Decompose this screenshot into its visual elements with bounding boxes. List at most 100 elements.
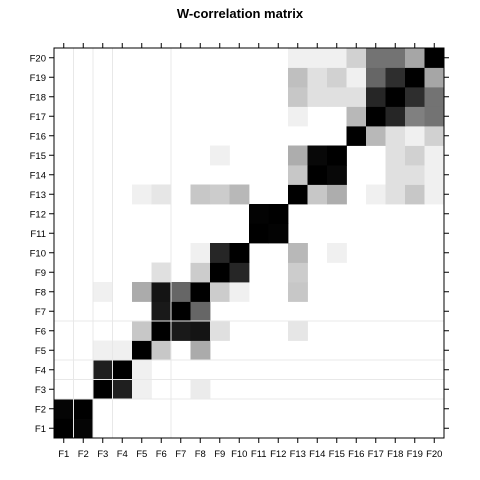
y-tick-label-f9: F9: [35, 268, 46, 279]
cell-f14-f13: [288, 165, 308, 185]
cell-f13-f6: [151, 184, 172, 205]
cell-f11-f12: [268, 223, 289, 244]
cell-f5-f8: [190, 340, 211, 361]
cell-f18-f16: [346, 87, 367, 107]
cell-f6-f5: [132, 321, 152, 341]
cell-f4-f4: [112, 360, 133, 380]
cell-f13-f15: [327, 184, 347, 205]
cell-f19-f18: [385, 67, 406, 88]
plot-frame: [53, 47, 445, 439]
y-axis-labels: F1 F2 F3 F4 F5 F6 F7 F8 F9 F10 F11 F12 F13 F14 F15 F16 F…: [30, 53, 46, 435]
x-tick-label-f18: F18: [387, 449, 403, 460]
cell-f19-f19: [405, 67, 425, 88]
y-tick-label-f14: F14: [30, 170, 46, 181]
cell-f20-f18: [385, 48, 406, 68]
x-tick-label-f13: F13: [290, 449, 306, 460]
cell-f3-f3: [93, 379, 113, 400]
y-tick-label-f1: F1: [35, 424, 46, 435]
cell-f18-f18: [385, 87, 406, 107]
x-tick-label-f2: F2: [78, 449, 89, 460]
cell-f16-f16: [346, 126, 367, 146]
cell-f15-f20: [424, 145, 445, 166]
cell-f10-f10: [229, 243, 250, 263]
cell-f6-f9: [210, 321, 230, 341]
cell-f14-f20: [424, 165, 445, 185]
cell-f8-f6: [151, 282, 172, 302]
cell-f17-f13: [288, 106, 308, 127]
cell-f17-f18: [385, 106, 406, 127]
x-tick-label-f17: F17: [368, 449, 384, 460]
cell-f7-f7: [171, 301, 191, 322]
y-tick-label-f3: F3: [35, 385, 46, 396]
cell-f11-f11: [249, 223, 269, 244]
cell-f8-f9: [210, 282, 230, 302]
cell-f8-f3: [93, 282, 113, 302]
cell-f9-f6: [151, 262, 172, 283]
cell-f15-f13: [288, 145, 308, 166]
cell-f13-f13: [288, 184, 308, 205]
x-tick-label-f11: F11: [251, 449, 267, 460]
y-tick-label-f11: F11: [30, 229, 46, 240]
axis-ticks: [49, 43, 449, 443]
cell-f13-f14: [307, 184, 328, 205]
cell-f17-f20: [424, 106, 445, 127]
cell-f4-f5: [132, 360, 152, 380]
cell-f7-f8: [190, 301, 211, 322]
x-tick-label-f14: F14: [309, 449, 325, 460]
cell-f20-f20: [424, 48, 445, 68]
cell-f17-f17: [366, 106, 386, 127]
cell-f12-f11: [249, 204, 269, 224]
cell-f16-f18: [385, 126, 406, 146]
y-tick-label-f4: F4: [35, 365, 46, 376]
cell-f2-f1: [54, 399, 74, 419]
cell-f19-f14: [307, 67, 328, 88]
cell-f20-f17: [366, 48, 386, 68]
cell-f16-f20: [424, 126, 445, 146]
cell-f8-f8: [190, 282, 211, 302]
cell-f13-f18: [385, 184, 406, 205]
x-tick-label-f9: F9: [214, 449, 225, 460]
cell-f10-f8: [190, 243, 211, 263]
cell-f3-f8: [190, 379, 211, 400]
cell-f1-f2: [73, 418, 94, 439]
cell-f14-f19: [405, 165, 425, 185]
y-tick-label-f17: F17: [30, 112, 46, 123]
cell-f5-f6: [151, 340, 172, 361]
y-tick-label-f16: F16: [30, 131, 46, 142]
cell-f13-f9: [210, 184, 230, 205]
y-tick-label-f2: F2: [35, 404, 46, 415]
cell-f9-f13: [288, 262, 308, 283]
cell-f9-f10: [229, 262, 250, 283]
cell-f18-f14: [307, 87, 328, 107]
cell-f20-f16: [346, 48, 367, 68]
cell-f17-f19: [405, 106, 425, 127]
y-tick-label-f19: F19: [30, 73, 46, 84]
cell-f19-f17: [366, 67, 386, 88]
cell-f8-f13: [288, 282, 308, 302]
y-tick-label-f10: F10: [30, 248, 46, 259]
cell-f10-f15: [327, 243, 347, 263]
x-tick-label-f16: F16: [348, 449, 364, 460]
y-tick-label-f8: F8: [35, 287, 46, 298]
chart-title: W-correlation matrix: [177, 6, 304, 21]
cell-f6-f7: [171, 321, 191, 341]
cell-f17-f16: [346, 106, 367, 127]
x-tick-label-f15: F15: [329, 449, 345, 460]
cell-f3-f5: [132, 379, 152, 400]
x-tick-label-f10: F10: [231, 449, 247, 460]
cell-f20-f14: [307, 48, 328, 68]
cell-f19-f16: [346, 67, 367, 88]
cell-f19-f13: [288, 67, 308, 88]
x-tick-label-f1: F1: [58, 449, 69, 460]
cell-f15-f18: [385, 145, 406, 166]
cell-f15-f15: [327, 145, 347, 166]
cell-f18-f19: [405, 87, 425, 107]
cell-f18-f20: [424, 87, 445, 107]
x-tick-label-f7: F7: [175, 449, 186, 460]
x-tick-label-f4: F4: [117, 449, 128, 460]
gridlines: [54, 48, 444, 438]
cell-f20-f15: [327, 48, 347, 68]
cell-f8-f10: [229, 282, 250, 302]
cell-f5-f4: [112, 340, 133, 361]
